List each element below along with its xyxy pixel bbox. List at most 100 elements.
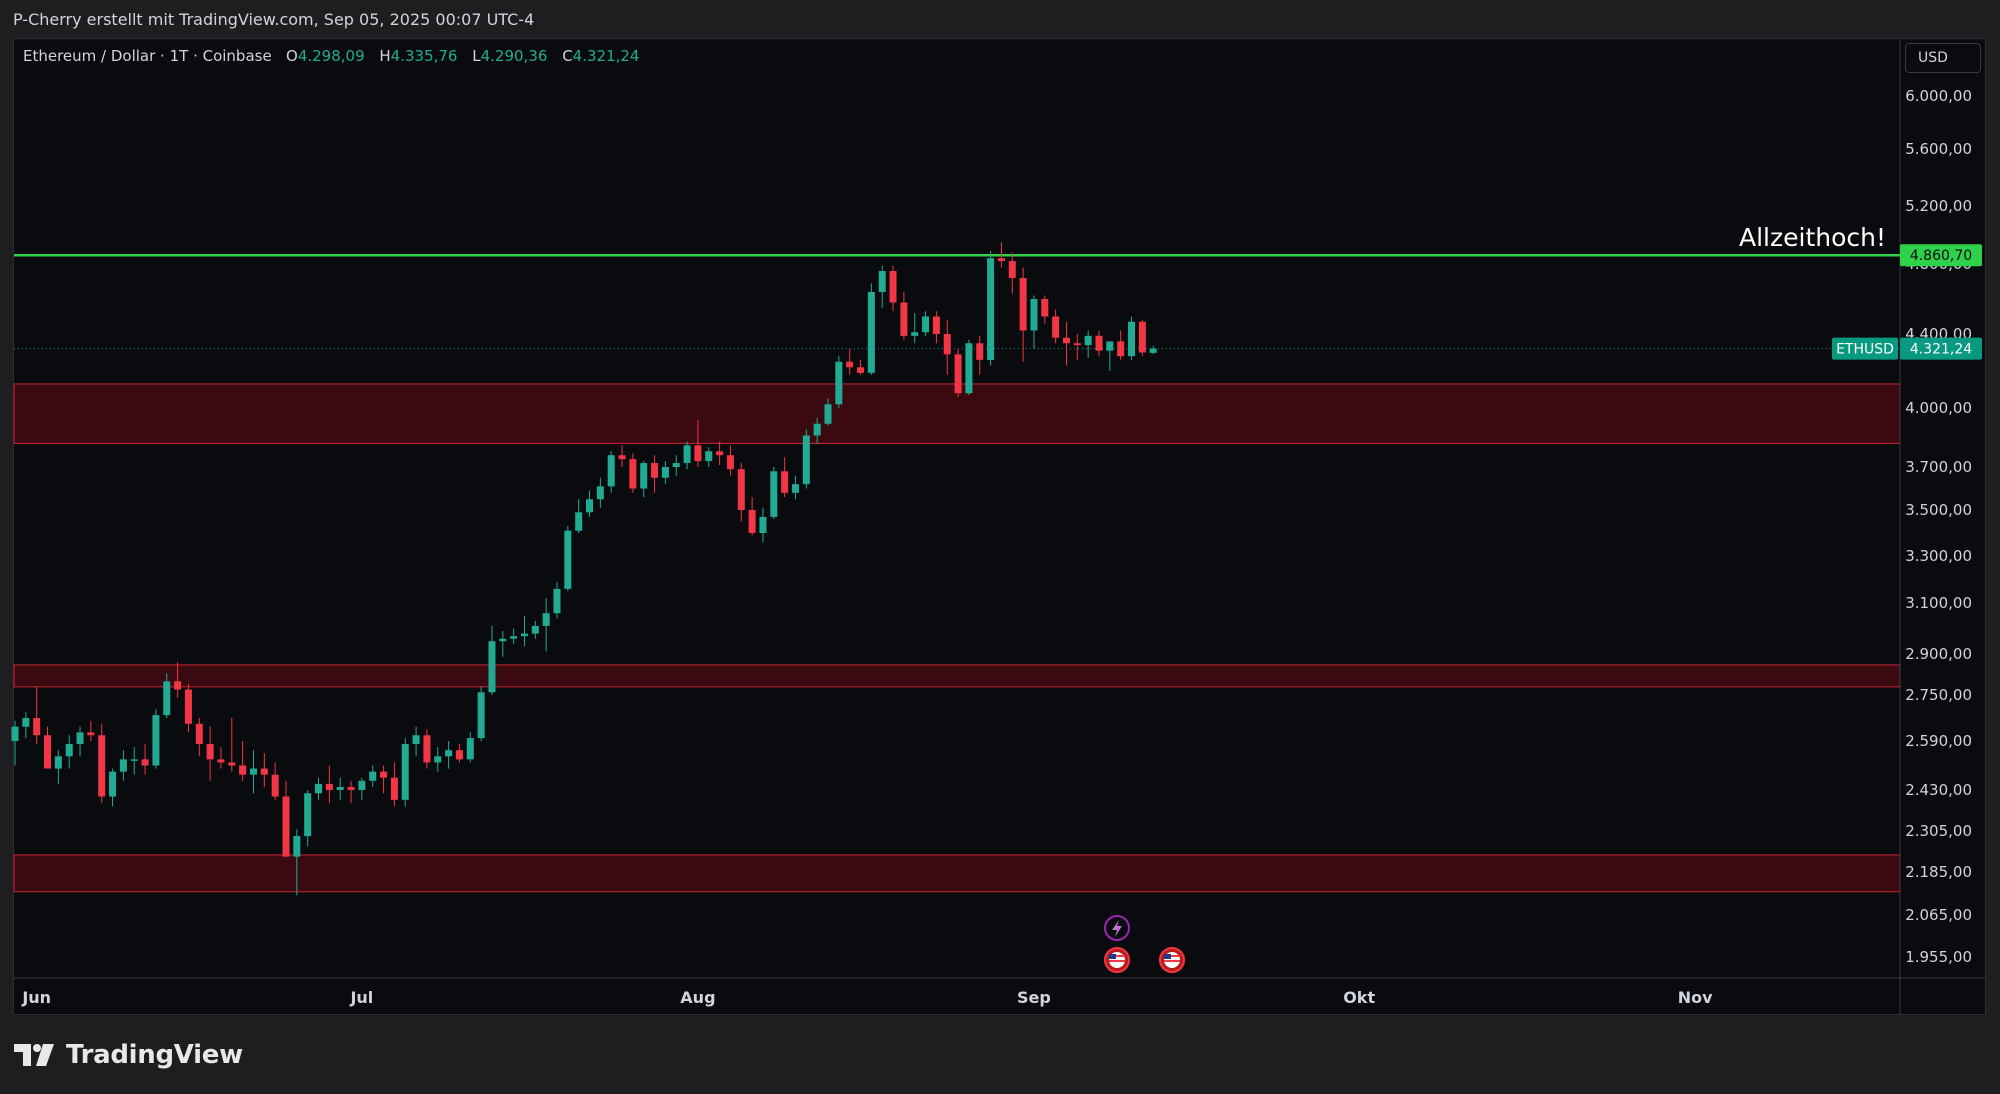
candle-body[interactable] [466, 738, 474, 760]
candle-body[interactable] [520, 633, 528, 637]
candle-body[interactable] [629, 459, 637, 489]
candle-body[interactable] [380, 771, 388, 778]
candle-body[interactable] [553, 588, 561, 614]
candle-body[interactable] [44, 735, 52, 769]
candle-body[interactable] [607, 455, 615, 487]
candle-body[interactable] [217, 759, 225, 763]
candle-body[interactable] [1030, 299, 1038, 331]
candle-body[interactable] [618, 455, 626, 460]
candle-body[interactable] [1138, 321, 1146, 353]
candle-body[interactable] [835, 361, 843, 405]
candle-body[interactable] [510, 636, 518, 639]
candle-body[interactable] [1041, 299, 1049, 317]
candle-body[interactable] [163, 681, 171, 716]
candle-body[interactable] [271, 774, 279, 797]
candle-body[interactable] [33, 718, 41, 736]
candle-body[interactable] [1062, 337, 1070, 344]
candle-body[interactable] [748, 510, 756, 533]
candle-body[interactable] [1073, 343, 1081, 346]
candle-body[interactable] [857, 367, 865, 373]
candle-body[interactable] [499, 638, 507, 642]
candle-body[interactable] [694, 445, 702, 462]
candle-body[interactable] [1149, 348, 1157, 353]
candle-body[interactable] [1117, 341, 1125, 357]
candle-body[interactable] [1052, 316, 1060, 338]
candle-body[interactable] [1084, 335, 1092, 346]
candle-body[interactable] [726, 455, 734, 470]
candle-body[interactable] [564, 530, 572, 589]
candle-body[interactable] [434, 756, 442, 763]
candle-body[interactable] [206, 744, 214, 760]
candle-body[interactable] [878, 271, 886, 292]
candle-body[interactable] [531, 625, 539, 634]
candle-body[interactable] [932, 316, 940, 335]
candle-body[interactable] [152, 715, 160, 766]
candle-body[interactable] [423, 735, 431, 763]
candle-body[interactable] [651, 463, 659, 478]
candle-body[interactable] [900, 302, 908, 336]
candle-body[interactable] [98, 735, 106, 797]
candle-body[interactable] [174, 681, 182, 690]
candle-body[interactable] [965, 343, 973, 394]
candle-body[interactable] [228, 762, 236, 766]
support-zone-2[interactable] [13, 664, 1901, 688]
candle-body[interactable] [195, 723, 203, 745]
candle-body[interactable] [76, 732, 84, 745]
candle-body[interactable] [542, 613, 550, 626]
candle-body[interactable] [770, 471, 778, 517]
candle-body[interactable] [943, 334, 951, 355]
candle-body[interactable] [249, 768, 257, 775]
candle-body[interactable] [781, 471, 789, 493]
candle-body[interactable] [672, 463, 680, 467]
candle-body[interactable] [824, 404, 832, 424]
candle-body[interactable] [1128, 321, 1136, 357]
candle-body[interactable] [141, 759, 149, 766]
candle-body[interactable] [791, 484, 799, 493]
candle-body[interactable] [586, 499, 594, 513]
candle-body[interactable] [683, 445, 691, 464]
candle-body[interactable] [987, 258, 995, 360]
candle-body[interactable] [997, 258, 1005, 262]
candle-body[interactable] [596, 486, 604, 500]
candle-body[interactable] [401, 744, 409, 800]
chart-pane[interactable] [13, 38, 1986, 1015]
tradingview-logo[interactable]: TradingView [14, 1038, 243, 1072]
candle-body[interactable] [737, 469, 745, 510]
candle-body[interactable] [759, 516, 767, 533]
candle-body[interactable] [802, 435, 810, 485]
candle-body[interactable] [260, 768, 268, 775]
candle-body[interactable] [954, 354, 962, 394]
candle-body[interactable] [976, 343, 984, 360]
candle-body[interactable] [889, 271, 897, 303]
candle-body[interactable] [640, 463, 648, 489]
candle-body[interactable] [1019, 278, 1027, 331]
symbol-label[interactable]: Ethereum / Dollar · 1T · Coinbase [23, 47, 272, 65]
candle-body[interactable] [336, 786, 344, 790]
candle-body[interactable] [304, 793, 312, 837]
candle-body[interactable] [347, 786, 355, 790]
candle-body[interactable] [22, 718, 30, 727]
candle-body[interactable] [369, 771, 377, 781]
candle-body[interactable] [716, 451, 724, 456]
candle-body[interactable] [119, 759, 127, 772]
candle-body[interactable] [184, 689, 192, 724]
support-zone-3[interactable] [13, 854, 1901, 893]
candle-body[interactable] [11, 726, 19, 741]
candle-body[interactable] [445, 750, 453, 757]
candle-body[interactable] [325, 783, 333, 790]
currency-button[interactable]: USD [1905, 43, 1981, 73]
candle-body[interactable] [922, 316, 930, 333]
candle-body[interactable] [130, 759, 138, 761]
candle-body[interactable] [412, 735, 420, 745]
candle-body[interactable] [846, 361, 854, 368]
candle-body[interactable] [293, 836, 301, 857]
candle-body[interactable] [65, 744, 73, 757]
candle-body[interactable] [87, 732, 95, 736]
candle-body[interactable] [911, 332, 919, 336]
candle-body[interactable] [282, 796, 290, 857]
candle-body[interactable] [315, 783, 323, 794]
candle-body[interactable] [358, 780, 366, 790]
candle-body[interactable] [390, 777, 398, 800]
ath-annotation[interactable]: Allzeithoch! [1739, 223, 1886, 252]
